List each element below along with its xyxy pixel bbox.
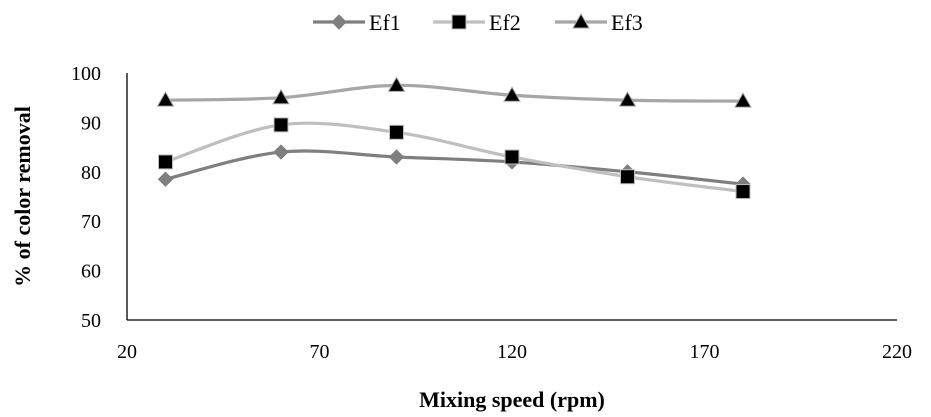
data-point-ef2 (273, 117, 289, 133)
y-tick-label: 80 (81, 162, 101, 184)
data-point-ef3 (156, 91, 175, 107)
series-line-ef2 (163, 121, 745, 194)
y-axis-title: % of color removal (10, 106, 35, 287)
y-tick-label: 100 (71, 63, 101, 85)
data-point-ef3 (734, 92, 752, 108)
legend-marker-ef3 (572, 12, 590, 29)
series-markers (156, 76, 752, 200)
x-tick-labels: 20 70 120 170 220 (117, 341, 912, 363)
y-tick-label: 50 (81, 310, 101, 332)
data-point-ef1 (157, 171, 174, 187)
data-point-ef1 (273, 144, 289, 160)
x-tick-label: 170 (690, 341, 720, 363)
y-tick-labels: 50 60 70 80 90 100 (71, 63, 101, 332)
legend-label-ef2: Ef2 (489, 10, 521, 35)
y-tick-label: 60 (81, 261, 101, 283)
x-tick-label: 120 (497, 341, 527, 363)
x-tick-label: 70 (310, 341, 330, 363)
series-line-ef3 (163, 83, 745, 103)
data-point-ef2 (158, 154, 173, 170)
y-tick-label: 70 (81, 211, 101, 233)
x-tick-label: 220 (882, 341, 912, 363)
data-point-ef3 (387, 76, 406, 92)
data-point-ef2 (620, 169, 635, 185)
y-tick-label: 90 (81, 112, 101, 134)
data-point-ef1 (388, 149, 405, 165)
legend-label-ef1: Ef1 (369, 10, 401, 35)
data-point-ef3 (272, 88, 290, 105)
x-tick-label: 20 (117, 341, 137, 363)
data-point-ef2 (389, 124, 404, 140)
data-point-ef3 (503, 86, 521, 102)
series-line-ef1 (163, 149, 745, 186)
legend-marker-ef1 (331, 14, 347, 30)
series-lines (163, 83, 745, 194)
legend: Ef1 Ef2 Ef3 (313, 10, 643, 35)
data-point-ef2 (504, 149, 520, 165)
legend-marker-ef2 (451, 14, 467, 30)
data-point-ef3 (618, 91, 637, 107)
x-axis-title: Mixing speed (rpm) (419, 387, 605, 412)
data-point-ef2 (735, 184, 751, 200)
legend-label-ef3: Ef3 (611, 10, 643, 35)
axes (126, 73, 897, 321)
